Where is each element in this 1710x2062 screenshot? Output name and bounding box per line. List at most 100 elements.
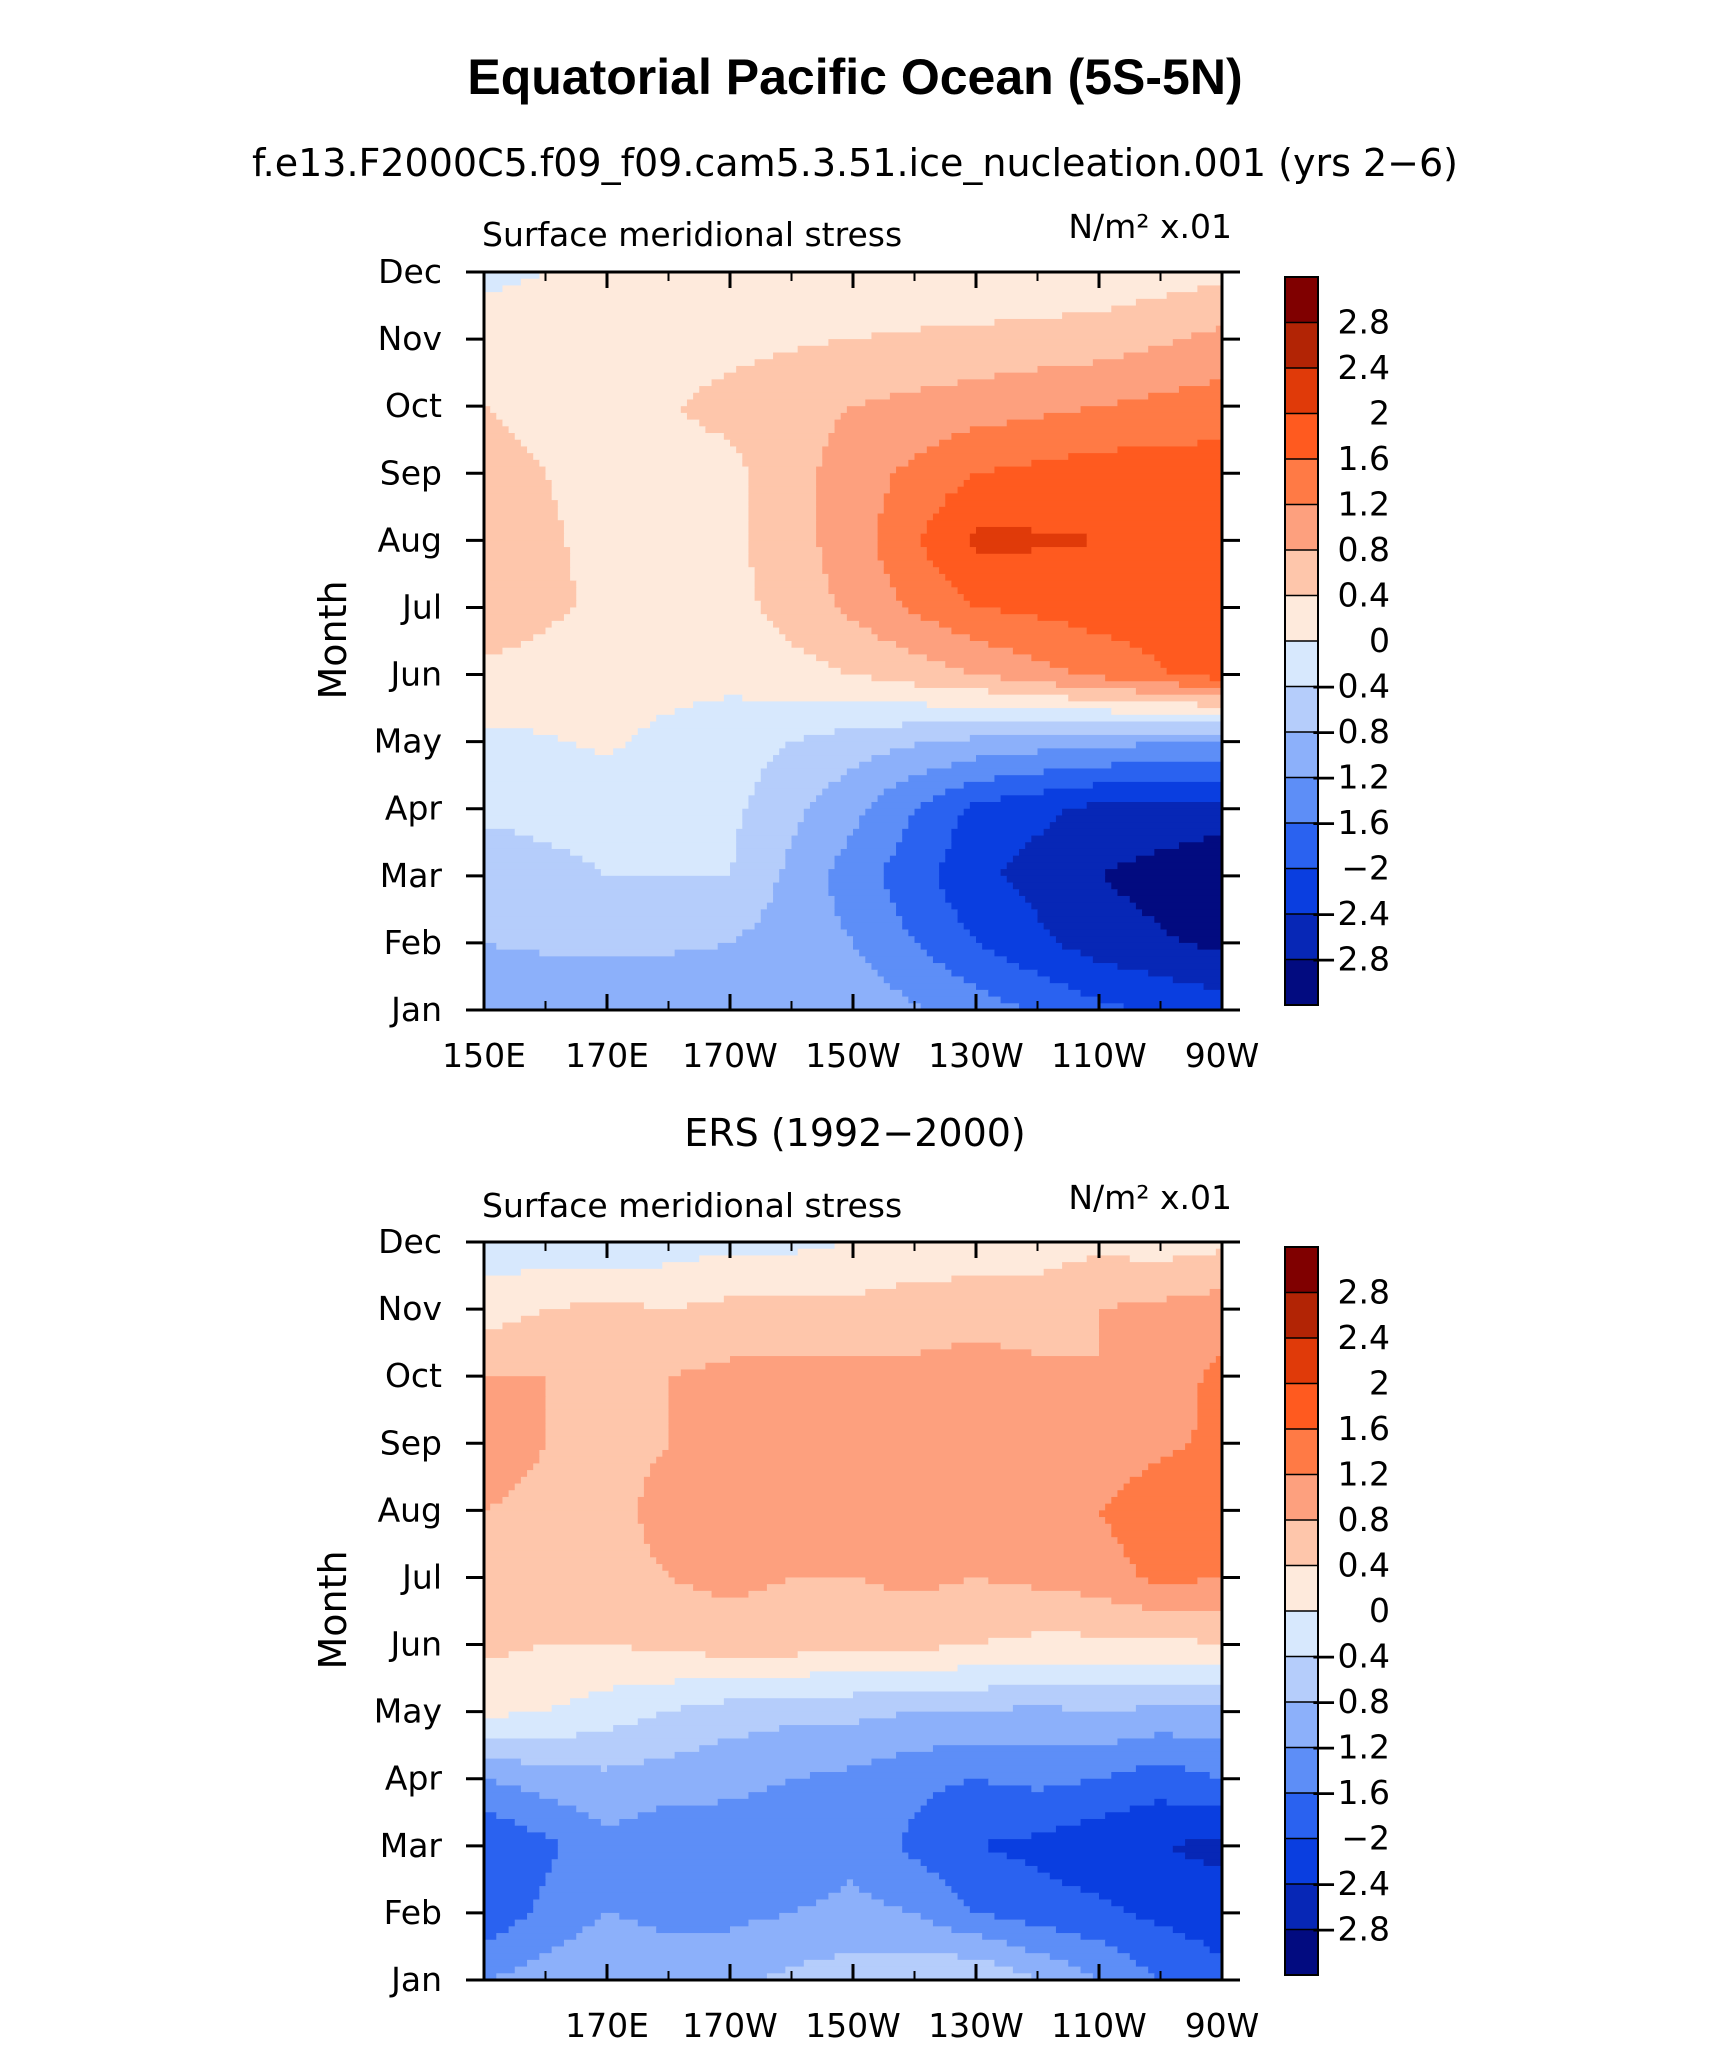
contour-cell <box>484 1275 952 1283</box>
colorbar-box <box>1285 1838 1318 1885</box>
contour-cell <box>1092 956 1223 964</box>
contour-cell <box>908 822 959 830</box>
contour-cell <box>539 459 743 468</box>
contour-cell <box>570 1698 725 1706</box>
contour-cell <box>484 1470 528 1478</box>
contour-cell <box>1160 1456 1223 1464</box>
contour-cell <box>484 1711 510 1719</box>
colorbar-label: 2.8 <box>1338 1273 1390 1312</box>
contour-cell <box>736 365 1039 374</box>
contour-cell <box>1000 607 1223 615</box>
contour-cell <box>668 1376 1205 1384</box>
units-string: N/m² x.01 <box>1068 207 1232 246</box>
contour-cell <box>828 882 885 890</box>
colorbar-box <box>1285 1565 1318 1612</box>
contour-cell <box>1142 1470 1223 1478</box>
contour-cell <box>674 1678 1223 1686</box>
contour-cell <box>902 835 952 843</box>
contour-cell <box>889 895 946 904</box>
contour-cell <box>877 513 934 521</box>
contour-cell <box>545 466 750 474</box>
contour-cell <box>484 802 750 810</box>
contour-cell <box>1197 1409 1223 1418</box>
contour-cell <box>484 788 756 796</box>
colorbar-label: −2.4 <box>1310 1864 1390 1903</box>
contour-cell <box>484 835 534 843</box>
contour-cell <box>662 1262 1063 1270</box>
contour-cell <box>551 1704 682 1713</box>
contour-cell <box>484 446 528 454</box>
contour-cell <box>754 567 823 575</box>
contour-cell <box>484 1805 577 1813</box>
contour-cell <box>484 1577 676 1585</box>
contour-cell <box>484 513 559 521</box>
contour-cell <box>1080 1778 1223 1787</box>
contour-cell <box>914 808 965 817</box>
contour-cell <box>736 855 786 863</box>
contour-cell <box>760 768 848 776</box>
contour-cell <box>803 734 971 743</box>
contour-cell <box>834 1953 959 1961</box>
contour-cell <box>1062 312 1223 320</box>
contour-cell <box>484 1731 577 1740</box>
contour-cell <box>1037 748 1223 756</box>
y-tick-label: Jul <box>400 587 442 626</box>
contour-cell <box>484 681 916 689</box>
contour-cell <box>883 500 946 508</box>
contour-cell <box>1117 963 1223 971</box>
y-tick-label: Jun <box>388 1625 442 1664</box>
contour-cell <box>484 1255 700 1263</box>
contour-cell <box>520 278 1223 287</box>
contour-cell <box>828 875 885 884</box>
contour-cell <box>754 594 836 602</box>
contour-cell <box>748 486 817 494</box>
contour-cell <box>1080 1818 1223 1827</box>
contour-cell <box>1197 701 1223 709</box>
contour-cell <box>1105 1503 1223 1511</box>
contour-cell <box>1203 835 1223 843</box>
contour-cell <box>1135 741 1223 749</box>
contour-cell <box>650 1463 1149 1471</box>
contour-cell <box>1080 406 1223 414</box>
contour-cell <box>496 942 719 951</box>
contour-cell <box>920 1912 996 1921</box>
contour-cell <box>1055 815 1223 823</box>
contour-cell <box>828 781 897 790</box>
contour-cell <box>1197 1382 1223 1391</box>
contour-cell <box>551 1946 1026 1954</box>
contour-cell <box>1142 1604 1223 1612</box>
contour-cell <box>484 882 774 890</box>
contour-cell <box>877 795 934 803</box>
contour-cell <box>484 963 873 971</box>
contour-cell <box>889 479 965 488</box>
contour-cell <box>840 607 909 615</box>
contour-cell <box>484 1839 559 1847</box>
contour-cell <box>889 748 1039 756</box>
contour-cell <box>1099 1349 1223 1357</box>
contour-cell <box>945 855 1014 863</box>
colorbar-label: 2.8 <box>1338 303 1390 342</box>
contour-cell <box>1111 1523 1223 1532</box>
contour-cell <box>570 567 756 575</box>
contour-cell <box>545 1409 670 1418</box>
contour-cell <box>484 587 577 595</box>
contour-cell <box>484 1617 1223 1626</box>
contour-cell <box>1135 855 1223 863</box>
y-tick-label: May <box>374 722 442 761</box>
contour-cell <box>754 587 829 595</box>
contour-cell <box>484 1798 559 1807</box>
contour-cell <box>766 902 836 910</box>
contour-cell <box>625 741 786 749</box>
contour-cell <box>742 694 1069 702</box>
contour-cell <box>484 909 762 917</box>
contour-cell <box>883 869 940 877</box>
contour-cell <box>1154 916 1223 924</box>
contour-cell <box>957 909 1039 917</box>
contour-cell <box>637 1517 1106 1525</box>
contour-cell <box>809 1772 1112 1780</box>
contour-cell <box>945 788 1045 796</box>
contour-cell <box>976 755 1223 763</box>
contour-cell <box>545 1416 670 1424</box>
contour-cell <box>969 802 1088 810</box>
